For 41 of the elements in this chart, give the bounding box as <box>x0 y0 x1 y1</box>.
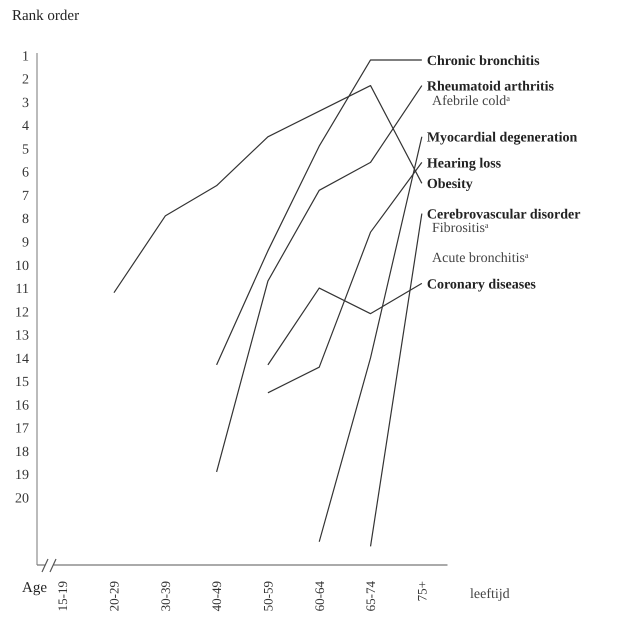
y-tick-label: 2 <box>22 72 29 88</box>
x-tick-label: 50-59 <box>260 581 276 612</box>
series-label: Myocardial degeneration <box>426 130 578 146</box>
y-tick-label: 15 <box>15 375 29 390</box>
y-tick-label: 7 <box>22 188 29 204</box>
series-label: Chronic bronchitis <box>426 54 540 69</box>
y-tick-label: 13 <box>15 328 29 344</box>
y-tick-label: 18 <box>15 444 29 460</box>
y-tick-label: 19 <box>15 468 29 484</box>
series-label: Cerebrovascular disorder <box>426 207 580 222</box>
y-tick-label: 1 <box>22 49 29 64</box>
x-tick-label: 20-29 <box>106 581 122 612</box>
x-tick-label: 60-64 <box>312 580 327 612</box>
annotation: Fibrositis$^{a}$ <box>432 220 489 236</box>
y-tick-label: 3 <box>22 96 29 111</box>
annotation: Afebrile cold$^{a}$ <box>432 94 510 109</box>
y-tick-label: 9 <box>22 235 29 250</box>
x-tick-label: 75+ <box>414 581 430 602</box>
x-axis-title: Age <box>22 580 48 596</box>
x-tick-label: 30-39 <box>158 581 173 612</box>
y-tick-label: 20 <box>15 491 29 506</box>
y-tick-label: 12 <box>15 305 29 320</box>
x-tick-label: 15-19 <box>55 581 70 612</box>
series-label: Rheumatoid arthritis <box>426 79 555 94</box>
series-label: Hearing loss <box>426 156 502 172</box>
y-tick-label: 14 <box>15 352 29 367</box>
text: leeftijd <box>470 587 510 602</box>
x-tick-label: 65-74 <box>363 580 378 612</box>
series-label: Coronary diseases <box>426 277 536 292</box>
y-axis-title: Rank order <box>12 8 80 24</box>
y-tick-label: 16 <box>15 398 29 414</box>
y-tick-label: 4 <box>22 119 29 134</box>
y-tick-label: 10 <box>15 258 29 274</box>
series-label: Obesity <box>426 177 473 192</box>
x-tick-label: 40-49 <box>209 581 224 612</box>
y-tick-label: 6 <box>22 166 29 181</box>
annotation: Acute bronchitis$^{a}$ <box>432 250 529 266</box>
y-tick-label: 17 <box>15 422 29 437</box>
y-tick-label: 11 <box>16 282 29 298</box>
y-tick-label: 5 <box>22 142 29 158</box>
y-tick-label: 8 <box>22 212 29 228</box>
